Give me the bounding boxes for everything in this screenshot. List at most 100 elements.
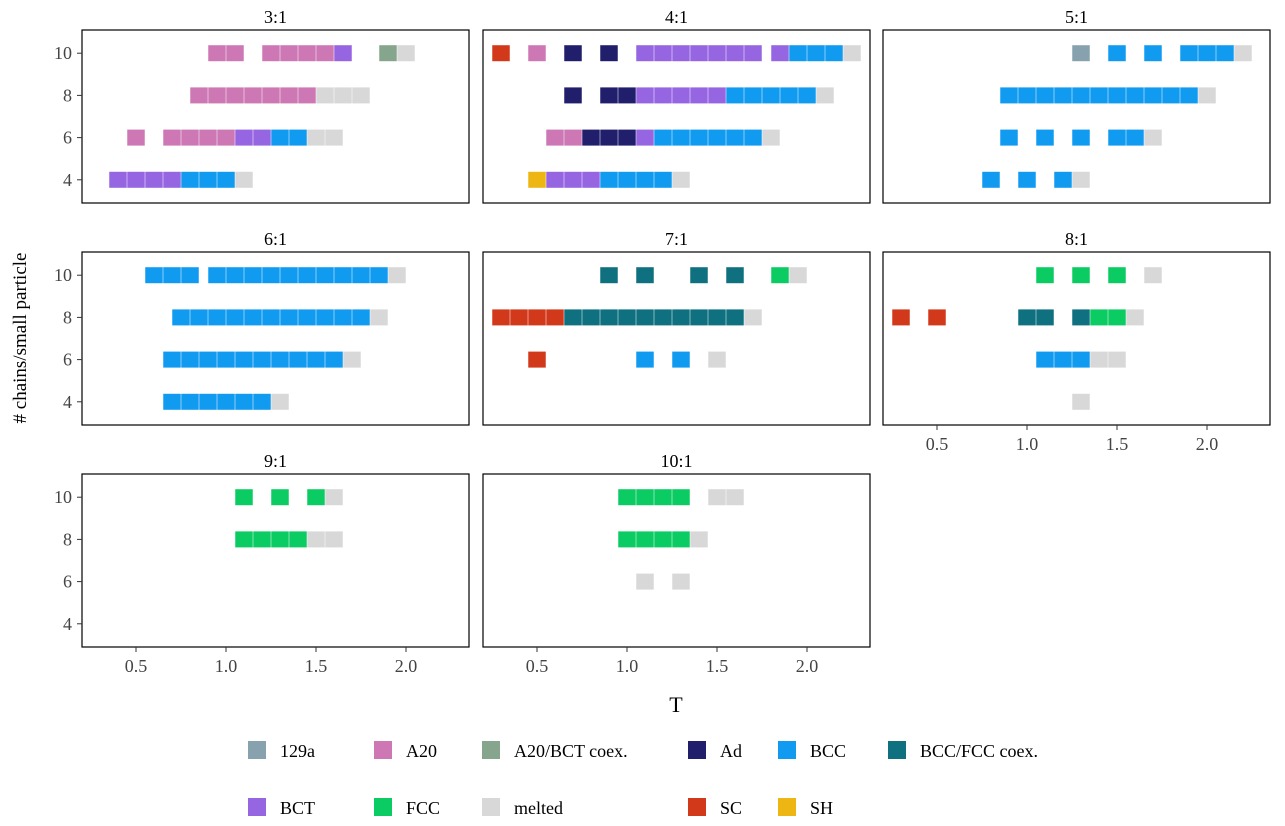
phase-cell — [334, 267, 352, 284]
phase-cell — [654, 171, 672, 188]
phase-cell — [226, 45, 244, 62]
legend-swatch — [482, 741, 500, 759]
phase-cell — [181, 393, 199, 410]
phase-cell — [726, 489, 744, 506]
panel-frame — [81, 251, 470, 426]
legend-swatch — [688, 741, 706, 759]
phase-cell — [190, 87, 208, 104]
phase-cell — [798, 87, 816, 104]
phase-cell — [271, 129, 289, 146]
phase-cell — [316, 267, 334, 284]
phase-cell — [109, 171, 127, 188]
phase-cell — [564, 45, 582, 62]
phase-cell — [1144, 267, 1162, 284]
x-tick-label: 1.0 — [616, 656, 639, 676]
phase-cell — [181, 351, 199, 368]
phase-cell — [1072, 309, 1090, 326]
phase-cell — [510, 309, 528, 326]
phase-cell — [1180, 45, 1198, 62]
facet-panels: 3:1 4 6 8 10 4:1 5:1 6:1 4 6 8 10 7:1 8:1 0.5 1.0 1.5 2.0… — [54, 7, 1271, 676]
y-tick-label: 4 — [63, 170, 72, 190]
phase-cell — [636, 489, 654, 506]
phase-cell — [582, 309, 600, 326]
phase-cell — [1036, 87, 1054, 104]
phase-cell — [726, 309, 744, 326]
phase-cell — [672, 489, 690, 506]
phase-cell — [825, 45, 843, 62]
phase-cell — [708, 129, 726, 146]
phase-cell — [546, 129, 564, 146]
phase-cell — [654, 531, 672, 548]
phase-cell — [199, 351, 217, 368]
phase-cell — [1108, 267, 1126, 284]
legend-label: A20/BCT coex. — [514, 741, 628, 761]
phase-cell — [1000, 129, 1018, 146]
phase-cell — [744, 129, 762, 146]
phase-cell — [636, 171, 654, 188]
phase-cell — [636, 45, 654, 62]
phase-cell — [528, 351, 546, 368]
phase-cell — [235, 129, 253, 146]
phase-cell — [1180, 87, 1198, 104]
panel: 8:1 0.5 1.0 1.5 2.0 — [882, 229, 1271, 454]
phase-cell — [928, 309, 946, 326]
phase-cell — [217, 171, 235, 188]
phase-cell — [163, 129, 181, 146]
phase-cell — [271, 393, 289, 410]
phase-cell — [343, 351, 361, 368]
phase-cell — [325, 351, 343, 368]
legend-item: SC — [688, 798, 742, 818]
phase-cell — [181, 129, 199, 146]
panel-frame — [81, 473, 470, 648]
phase-cell — [1018, 309, 1036, 326]
phase-cell — [1036, 309, 1054, 326]
phase-cell — [1108, 129, 1126, 146]
phase-cell — [654, 45, 672, 62]
legend-item: BCC/FCC coex. — [888, 741, 1038, 761]
phase-cell — [253, 393, 271, 410]
legend-item: 129a — [248, 741, 315, 761]
phase-cell — [280, 267, 298, 284]
legend-swatch — [374, 741, 392, 759]
panel-frame — [482, 251, 871, 426]
phase-cell — [235, 393, 253, 410]
x-tick-label: 2.0 — [796, 656, 819, 676]
phase-cell — [672, 129, 690, 146]
legend-swatch — [482, 798, 500, 816]
panel-title: 8:1 — [1065, 229, 1088, 249]
phase-cell — [1054, 87, 1072, 104]
legend-label: FCC — [406, 798, 440, 818]
phase-cell — [546, 309, 564, 326]
panel-frame — [482, 473, 871, 648]
panel: 9:1 4 6 8 10 0.5 1.0 1.5 2.0 — [54, 451, 470, 676]
phase-cell — [208, 87, 226, 104]
phase-cell — [253, 351, 271, 368]
phase-cell — [334, 309, 352, 326]
phase-cell — [163, 267, 181, 284]
legend-label: A20 — [406, 741, 437, 761]
phase-cell — [307, 351, 325, 368]
legend-label: 129a — [280, 741, 315, 761]
phase-cell — [762, 129, 780, 146]
phase-cell — [1108, 87, 1126, 104]
phase-cell — [708, 309, 726, 326]
phase-cell — [600, 87, 618, 104]
phase-cell — [789, 45, 807, 62]
phase-cell — [217, 351, 235, 368]
y-tick-label: 6 — [63, 350, 72, 370]
phase-cell — [226, 267, 244, 284]
legend-label: BCT — [280, 798, 315, 818]
panel: 6:1 4 6 8 10 — [54, 229, 470, 426]
phase-cell — [1072, 267, 1090, 284]
phase-cell — [262, 267, 280, 284]
phase-cell — [370, 309, 388, 326]
phase-cell — [618, 129, 636, 146]
phase-cell — [280, 309, 298, 326]
legend-swatch — [778, 798, 796, 816]
phase-cell — [618, 489, 636, 506]
phase-cell — [672, 309, 690, 326]
phase-cell — [172, 309, 190, 326]
phase-cell — [127, 171, 145, 188]
phase-cell — [352, 87, 370, 104]
